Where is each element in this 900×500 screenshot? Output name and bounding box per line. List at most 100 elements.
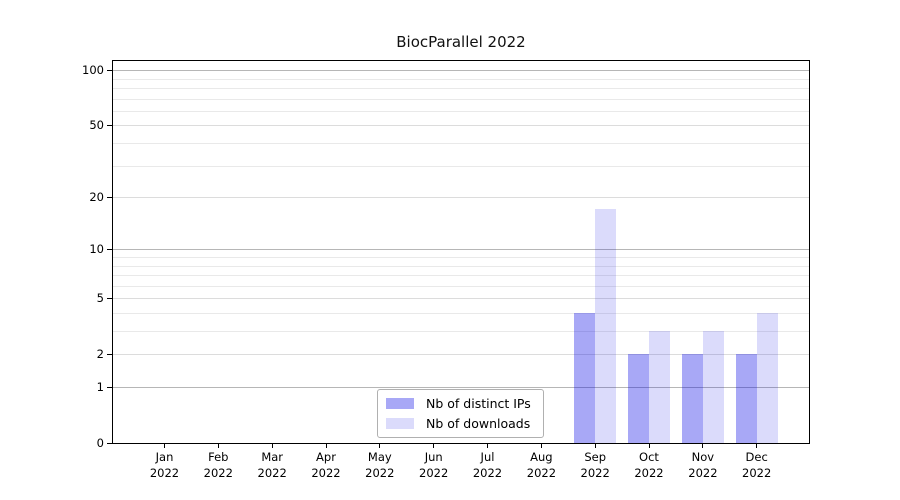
x-tick-year: 2022 (472, 466, 503, 480)
gridline-y-20 (113, 197, 809, 198)
legend: Nb of distinct IPs Nb of downloads (377, 389, 544, 438)
bar-downloads-nov (702, 331, 724, 443)
x-tick-mark-may (379, 444, 381, 448)
x-tick-mark-mar (271, 444, 273, 448)
gridline-y-2 (113, 354, 809, 356)
bar-downloads-dec (756, 312, 778, 443)
x-tick-month: Mar (261, 450, 284, 464)
x-tick-month: Aug (530, 450, 553, 464)
y-tick-label-1: 1 (96, 380, 104, 394)
x-tick-label-apr: Apr 2022 (298, 449, 354, 481)
bar-distinct-ips-nov (681, 354, 703, 443)
x-tick-mark-jul (487, 444, 488, 448)
x-tick-year: 2022 (149, 466, 180, 480)
x-tick-mark-oct (648, 444, 650, 448)
gridline-y-4 (113, 312, 809, 314)
x-tick-label-oct: Oct 2022 (621, 449, 677, 481)
x-tick-label-may: May 2022 (352, 449, 408, 481)
x-tick-month: Apr (316, 450, 336, 464)
bar-distinct-ips-sep (574, 312, 596, 443)
y-tick-label-5: 5 (96, 291, 104, 306)
x-tick-label-jul: Jul 2022 (460, 449, 516, 481)
x-tick-label-mar: Mar 2022 (244, 449, 300, 481)
legend-swatch-downloads (386, 418, 414, 429)
legend-label-downloads: Nb of downloads (426, 416, 531, 431)
x-tick-mark-jun (433, 444, 435, 448)
x-tick-label-jun: Jun 2022 (406, 449, 462, 481)
gridline-y-10 (113, 249, 809, 251)
gridline-y-8 (113, 265, 809, 267)
y-tick-mark-20 (107, 197, 112, 198)
gridline-y-50 (113, 125, 809, 127)
x-tick-mark-jan (164, 444, 165, 448)
x-tick-month: May (367, 450, 392, 464)
x-tick-mark-sep (594, 444, 596, 448)
x-tick-year: 2022 (203, 466, 233, 480)
x-tick-year: 2022 (688, 466, 718, 480)
y-tick-label-10: 10 (89, 242, 104, 257)
gridline-y-1 (113, 387, 809, 388)
x-tick-label-jan: Jan 2022 (137, 449, 193, 481)
y-tick-mark-10 (107, 249, 112, 251)
y-tick-mark-0 (107, 443, 112, 444)
gridline-y-30 (113, 165, 809, 167)
y-tick-mark-100 (107, 70, 112, 72)
gridline-y-90 (113, 78, 809, 80)
legend-entry-distinct-ips: Nb of distinct IPs (386, 396, 535, 411)
legend-label-distinct-ips: Nb of distinct IPs (426, 396, 531, 411)
x-tick-label-sep: Sep 2022 (567, 449, 623, 481)
chart-title: BiocParallel 2022 (396, 33, 526, 51)
x-tick-year: 2022 (742, 466, 772, 480)
x-tick-month: Oct (639, 450, 659, 464)
gridline-y-80 (113, 87, 809, 89)
x-tick-mark-aug (540, 444, 542, 448)
x-tick-month: Jan (155, 450, 174, 464)
y-tick-mark-5 (107, 298, 112, 300)
x-tick-year: 2022 (365, 466, 395, 480)
gridline-y-60 (113, 110, 809, 112)
x-tick-month: Dec (745, 450, 768, 464)
gridline-y-9 (113, 256, 809, 258)
y-tick-mark-1 (107, 387, 112, 388)
y-tick-mark-2 (107, 354, 112, 356)
y-tick-label-100: 100 (82, 63, 104, 78)
y-tick-label-50: 50 (89, 118, 104, 133)
gridline-y-6 (113, 285, 809, 287)
x-tick-year: 2022 (311, 466, 341, 480)
y-tick-mark-50 (107, 125, 112, 127)
x-tick-year: 2022 (634, 466, 664, 480)
bar-distinct-ips-oct (628, 354, 649, 443)
x-tick-month: Feb (208, 450, 229, 464)
x-tick-mark-nov (702, 444, 704, 448)
gridline-y-70 (113, 98, 809, 100)
y-tick-label-2: 2 (96, 347, 104, 362)
x-tick-mark-feb (217, 444, 219, 448)
x-tick-year: 2022 (419, 466, 449, 480)
gridline-y-5 (113, 298, 809, 300)
gridline-y-7 (113, 275, 809, 276)
gridline-y-100 (113, 70, 809, 72)
x-tick-month: Jun (424, 450, 443, 464)
plot-area (112, 60, 810, 444)
y-tick-label-0: 0 (96, 436, 104, 450)
bar-distinct-ips-dec (735, 354, 757, 443)
gridline-y-3 (113, 331, 809, 332)
x-tick-month: Sep (584, 450, 607, 464)
x-tick-mark-dec (756, 444, 758, 448)
bar-downloads-oct (649, 331, 670, 443)
legend-entry-downloads: Nb of downloads (386, 416, 535, 431)
x-tick-label-dec: Dec 2022 (729, 449, 785, 481)
y-tick-label-20: 20 (89, 190, 104, 204)
x-tick-year: 2022 (257, 466, 287, 480)
x-tick-month: Nov (691, 450, 715, 464)
x-tick-month: Jul (480, 450, 495, 464)
x-tick-label-aug: Aug 2022 (513, 449, 569, 481)
legend-swatch-distinct-ips (386, 398, 414, 409)
x-tick-year: 2022 (580, 466, 610, 480)
x-tick-label-nov: Nov 2022 (675, 449, 731, 481)
x-tick-year: 2022 (526, 466, 557, 480)
gridline-y-40 (113, 142, 809, 144)
x-tick-mark-apr (325, 444, 327, 448)
x-tick-label-feb: Feb 2022 (190, 449, 246, 481)
